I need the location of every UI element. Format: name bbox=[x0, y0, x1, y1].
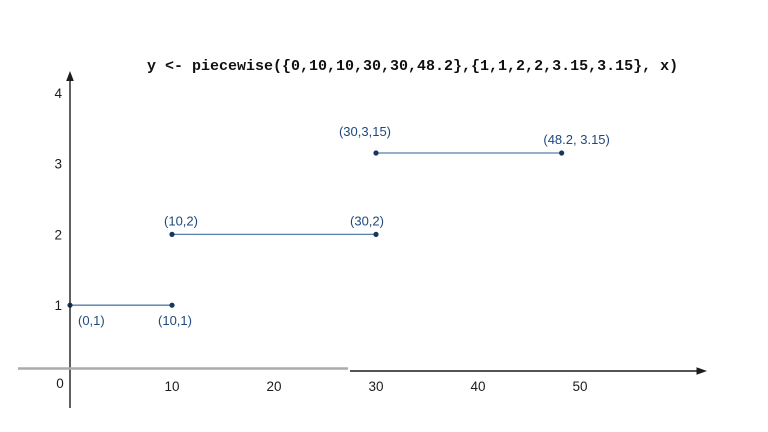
x-tick-label: 50 bbox=[572, 379, 587, 394]
y-tick-label: 1 bbox=[54, 298, 62, 313]
data-point bbox=[169, 231, 175, 237]
x-axis-arrow-icon bbox=[696, 367, 707, 375]
point-label: (30,3,15) bbox=[339, 124, 391, 139]
point-label: (10,2) bbox=[164, 213, 198, 228]
y-tick-label: 3 bbox=[54, 157, 62, 172]
point-label: (48.2, 3.15) bbox=[543, 132, 610, 147]
point-label: (0,1) bbox=[78, 313, 105, 328]
data-point bbox=[559, 150, 565, 156]
data-point bbox=[169, 302, 175, 308]
chart-title: y <- piecewise({0,10,10,30,30,48.2},{1,1… bbox=[147, 58, 679, 75]
y-axis-arrow-icon bbox=[66, 71, 74, 81]
point-label: (10,1) bbox=[158, 313, 192, 328]
x-tick-label: 10 bbox=[164, 379, 179, 394]
data-point bbox=[373, 231, 379, 237]
y-tick-label: 4 bbox=[54, 86, 62, 101]
y-tick-label: 2 bbox=[54, 227, 62, 242]
x-tick-label: 20 bbox=[266, 379, 281, 394]
point-label: (30,2) bbox=[350, 213, 384, 228]
x-tick-label: 40 bbox=[470, 379, 485, 394]
data-point bbox=[373, 150, 379, 156]
origin-label: 0 bbox=[56, 376, 64, 391]
x-tick-label: 30 bbox=[368, 379, 383, 394]
